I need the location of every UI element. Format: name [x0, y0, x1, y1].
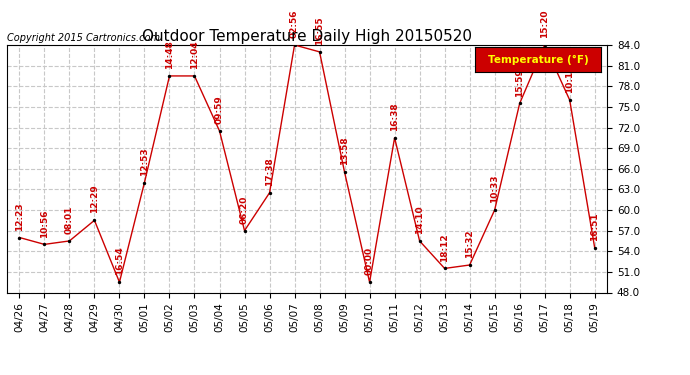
Point	[389, 135, 400, 141]
Text: 15:32: 15:32	[465, 230, 474, 258]
Point	[564, 97, 575, 103]
Point	[139, 180, 150, 186]
Text: 15:59: 15:59	[515, 68, 524, 97]
Point	[14, 234, 25, 240]
Point	[514, 100, 525, 106]
Point	[89, 217, 100, 223]
Text: Copyright 2015 Cartronics.com: Copyright 2015 Cartronics.com	[7, 33, 160, 42]
Point	[439, 266, 450, 272]
Text: 06:20: 06:20	[240, 195, 249, 224]
Text: 12:04: 12:04	[190, 40, 199, 69]
Point	[289, 42, 300, 48]
Point	[264, 190, 275, 196]
Point	[314, 49, 325, 55]
Point	[64, 238, 75, 244]
Text: 18:12: 18:12	[440, 233, 449, 262]
Point	[239, 228, 250, 234]
Text: 10:18: 10:18	[565, 64, 574, 93]
Text: 14:48: 14:48	[165, 40, 174, 69]
Text: 00:00: 00:00	[365, 247, 374, 275]
Text: 10:56: 10:56	[40, 209, 49, 237]
Point	[539, 42, 550, 48]
Text: 12:53: 12:53	[140, 147, 149, 176]
Text: 16:38: 16:38	[390, 102, 399, 131]
Text: 12:23: 12:23	[15, 202, 24, 231]
Point	[364, 279, 375, 285]
Point	[114, 279, 125, 285]
Text: 13:58: 13:58	[340, 137, 349, 165]
Text: 12:29: 12:29	[90, 185, 99, 213]
Point	[339, 169, 350, 175]
Text: 16:55: 16:55	[315, 16, 324, 45]
Text: 16:54: 16:54	[115, 247, 124, 275]
Text: 14:10: 14:10	[415, 206, 424, 234]
Point	[589, 245, 600, 251]
Point	[464, 262, 475, 268]
Point	[39, 242, 50, 248]
Text: 02:56: 02:56	[290, 10, 299, 38]
Point	[489, 207, 500, 213]
Point	[414, 238, 425, 244]
Title: Outdoor Temperature Daily High 20150520: Outdoor Temperature Daily High 20150520	[142, 29, 472, 44]
Text: 15:20: 15:20	[540, 10, 549, 38]
Text: 17:38: 17:38	[265, 157, 274, 186]
Text: 08:01: 08:01	[65, 206, 74, 234]
Point	[214, 128, 225, 134]
Point	[164, 73, 175, 79]
Text: 16:51: 16:51	[590, 212, 599, 241]
Text: 09:59: 09:59	[215, 95, 224, 124]
Point	[189, 73, 200, 79]
Text: 10:33: 10:33	[490, 175, 499, 203]
